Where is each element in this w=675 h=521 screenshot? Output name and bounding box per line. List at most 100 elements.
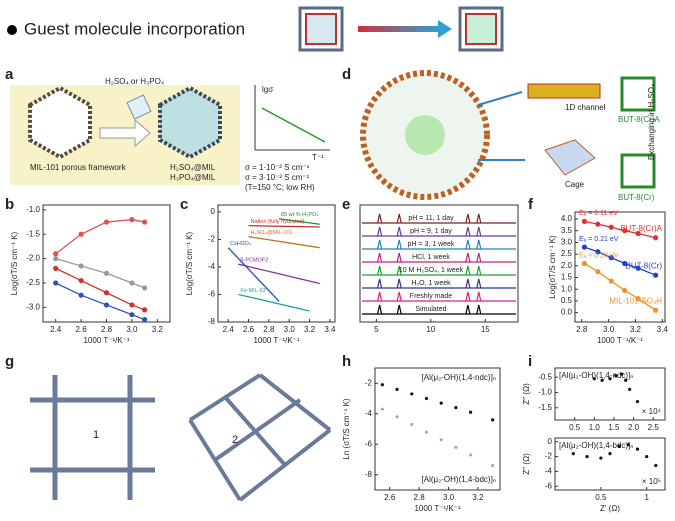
acid: H₂SO₄ or H₃PO₄ <box>105 77 164 86</box>
series-line <box>55 218 145 255</box>
y-axis-label: Log(σT/S cm⁻¹ K) <box>10 231 19 295</box>
annotation: Eₐ = 0.23 eV <box>579 252 619 259</box>
peak <box>476 291 482 302</box>
lattice-label: 2 <box>232 434 238 446</box>
peak <box>396 278 402 289</box>
peak <box>396 265 402 276</box>
x-tick-label: 2.8 <box>414 493 426 502</box>
x-axis-label: Z' (Ω) <box>600 504 620 513</box>
x-axis-label: 1000 T⁻¹/K⁻¹ <box>253 336 299 345</box>
point <box>53 256 59 262</box>
panel-label: h <box>342 353 351 370</box>
exchange-label: Exchanging in H₂SO₄ <box>647 84 656 160</box>
point <box>652 235 659 241</box>
point <box>142 285 148 291</box>
scale-label: × 10⁵ <box>642 477 661 486</box>
peak <box>465 239 471 250</box>
beaker <box>126 94 152 120</box>
point <box>380 407 384 411</box>
y-tick-label: -2.0 <box>26 254 40 263</box>
peak <box>377 291 383 302</box>
x-axis-label: 1000 T⁻¹/K⁻¹ <box>414 504 460 513</box>
peak <box>465 252 471 263</box>
point <box>608 255 614 261</box>
point <box>78 231 84 237</box>
y-tick-label: 2.0 <box>561 261 573 270</box>
point <box>380 383 384 387</box>
y-tick-label: 1.5 <box>561 273 573 282</box>
x-tick-label: 3.0 <box>443 493 455 502</box>
panel-label: c <box>180 196 188 213</box>
point <box>622 228 628 234</box>
point <box>129 312 135 318</box>
series-label: MIL-101-SO₃H <box>609 296 662 305</box>
point <box>103 270 110 276</box>
y-tick-label: 0.0 <box>561 308 573 317</box>
point <box>608 224 614 230</box>
series-line <box>238 263 320 285</box>
point <box>595 269 601 275</box>
panel-label: d <box>342 66 351 83</box>
point <box>652 272 659 278</box>
series-line <box>248 224 320 228</box>
y-tick-label: 3.0 <box>561 238 573 247</box>
point <box>622 260 628 267</box>
x-tick-label: 3.2 <box>630 325 642 334</box>
x-tick-label: 1 <box>644 493 649 502</box>
chart-title: [Al(μ₂-OH)(1,4-bdc)]ₙ <box>559 441 633 450</box>
x-tick-label: 10 <box>426 325 435 334</box>
trace-label: pH = 9, 1 day <box>410 228 452 235</box>
point <box>620 372 624 376</box>
framework <box>28 85 92 160</box>
lattice-2 <box>188 373 332 502</box>
point <box>635 447 640 451</box>
point <box>617 444 621 448</box>
peak <box>377 252 383 263</box>
point <box>410 392 414 396</box>
x-axis-label: 1000 T⁻¹/K⁻¹ <box>83 336 129 345</box>
point <box>78 292 84 298</box>
series-label: BUT-8(Cr)A <box>620 224 662 233</box>
plot-frame <box>359 204 519 323</box>
peak <box>396 239 402 250</box>
x-tick-label: 2.6 <box>384 493 396 502</box>
mof-label: BUT-8(Cr)A <box>618 115 660 124</box>
point <box>53 265 59 271</box>
y-axis-label: Z'' (Ω) <box>522 453 531 475</box>
point <box>53 251 59 257</box>
point <box>78 263 84 269</box>
point <box>608 278 614 284</box>
peak <box>396 252 402 263</box>
x-tick-label: 3.4 <box>657 325 669 334</box>
series-line <box>238 293 310 312</box>
pore <box>405 115 445 155</box>
peak <box>377 213 383 224</box>
top-illustration <box>298 6 504 52</box>
trace-label: pH = 3, 1 week <box>408 241 455 248</box>
mof-label: BUT-8(Cr) <box>618 193 655 202</box>
point <box>652 307 659 313</box>
y-tick-label: -2 <box>208 235 216 244</box>
point <box>614 374 618 378</box>
y-axis-label: Z'' (Ω) <box>522 383 531 405</box>
trace-label: HCl, 1 week <box>412 254 450 261</box>
x-tick-label: 0.5 <box>595 493 607 502</box>
series-label: Nafion (fully hydrated) <box>251 219 305 225</box>
series-line <box>227 247 280 302</box>
peak <box>465 291 471 302</box>
y-tick-label: -8 <box>208 317 216 326</box>
point <box>635 265 641 271</box>
x-tick-label: 2.8 <box>101 325 113 334</box>
point <box>595 249 601 255</box>
title: Guest molecule incorporation <box>24 19 245 38</box>
x-tick-label: 15 <box>481 325 490 334</box>
inset-xlabel: T⁻¹ <box>312 153 324 162</box>
peak <box>465 278 471 289</box>
y-tick-label: 0.5 <box>561 296 573 305</box>
point <box>468 410 473 414</box>
sigma: σ = 3·10⁻³ S cm⁻¹ <box>245 173 310 182</box>
panel-label: i <box>528 353 532 370</box>
point <box>608 452 612 456</box>
point <box>395 387 399 391</box>
